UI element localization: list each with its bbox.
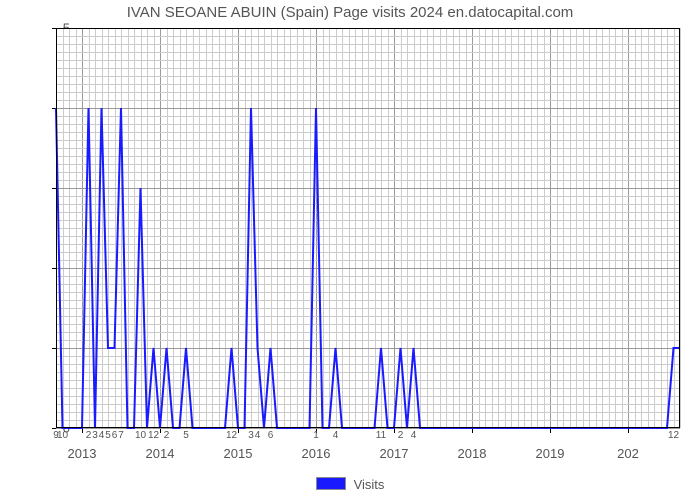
gridline-vertical — [680, 28, 681, 428]
chart-container: IVAN SEOANE ABUIN (Spain) Page visits 20… — [0, 0, 700, 500]
x-month-label: 3 — [248, 430, 254, 441]
x-month-label: 10 — [57, 430, 68, 441]
x-month-label: 7 — [118, 430, 124, 441]
x-month-label: 6 — [268, 430, 274, 441]
x-month-label: 5 — [105, 430, 111, 441]
visits-line — [56, 108, 680, 428]
x-month-label: 11 — [376, 430, 386, 441]
x-month-label: 10 — [135, 430, 146, 441]
x-month-label: 12 — [668, 430, 679, 441]
x-month-label: 2 — [164, 430, 170, 441]
x-month-label: 12 — [148, 430, 159, 441]
x-year-label: 2014 — [146, 446, 175, 461]
x-year-label: 2013 — [68, 446, 97, 461]
x-month-label: 4 — [255, 430, 261, 441]
x-month-label: 4 — [411, 430, 417, 441]
x-month-label: 5 — [183, 430, 189, 441]
x-year-label: 2016 — [302, 446, 331, 461]
x-month-label: 1 — [313, 430, 319, 441]
legend: Visits — [0, 477, 700, 492]
x-year-label: 202 — [617, 446, 639, 461]
x-month-label: 6 — [112, 430, 118, 441]
chart-title: IVAN SEOANE ABUIN (Spain) Page visits 20… — [0, 4, 700, 21]
legend-swatch — [316, 477, 346, 490]
x-month-label: 4 — [99, 430, 105, 441]
x-month-label: 2 — [86, 430, 92, 441]
x-year-label: 2015 — [224, 446, 253, 461]
series-svg — [56, 28, 680, 428]
x-year-label: 2017 — [380, 446, 409, 461]
plot-area — [56, 28, 680, 428]
x-year-label: 2019 — [536, 446, 565, 461]
x-month-label: 2 — [398, 430, 404, 441]
x-month-label: 3 — [92, 430, 98, 441]
x-month-label: 12 — [226, 430, 237, 441]
x-year-label: 2018 — [458, 446, 487, 461]
x-month-label: 4 — [333, 430, 339, 441]
legend-label: Visits — [354, 477, 385, 492]
